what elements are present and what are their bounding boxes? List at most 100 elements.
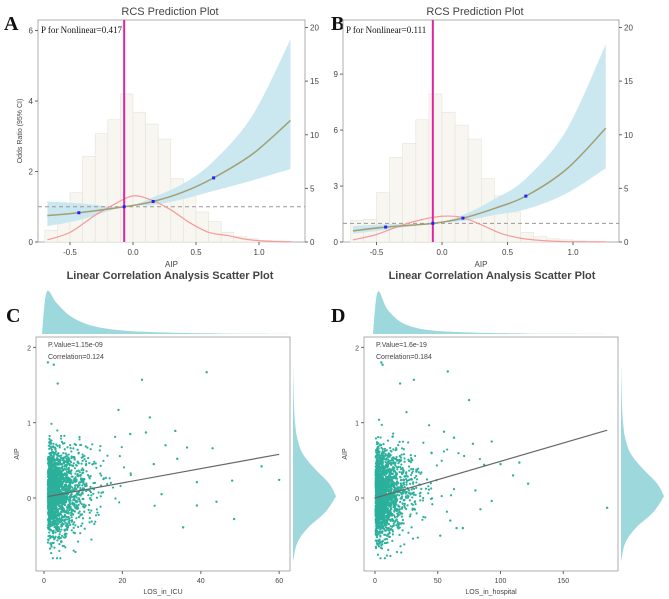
scatter-point [60, 486, 63, 489]
scatter-point [100, 474, 103, 477]
scatter-point [397, 462, 400, 465]
scatter-point [79, 486, 82, 490]
knot-point [77, 211, 81, 215]
scatter-point [399, 500, 402, 504]
scatter-point [148, 416, 152, 419]
scatter-point [385, 454, 389, 457]
scatter-point [56, 539, 59, 542]
scatter-point [377, 418, 381, 421]
scatter-point [387, 481, 390, 485]
scatter-point [375, 536, 378, 539]
scatter-point [118, 501, 121, 504]
y2-tick-label: 20 [310, 24, 319, 33]
scatter-point [90, 538, 93, 541]
scatter-point [48, 441, 51, 444]
x-tick-label: 1.0 [253, 248, 265, 257]
scatter-point [56, 483, 60, 486]
scatter-point [396, 498, 399, 501]
scatter-point [70, 450, 73, 453]
scatter-point [391, 435, 394, 438]
scatter-point [51, 485, 55, 489]
scatter-point [176, 457, 179, 461]
scatter-point [64, 452, 67, 455]
scatter-point [79, 473, 82, 477]
scatter-point [397, 465, 400, 469]
scatter-point [395, 455, 398, 459]
scatter-point [64, 546, 67, 549]
scatter-point [48, 514, 51, 518]
scatter-point [397, 488, 400, 491]
scatter-point [381, 363, 384, 366]
scatter-point [374, 532, 377, 536]
scatter-point [463, 454, 466, 458]
scatter-point [65, 515, 68, 519]
scatter-point [401, 502, 404, 505]
scatter-point [410, 478, 413, 481]
scatter-point [57, 514, 60, 517]
scatter-point [52, 452, 56, 455]
scatter-point [152, 462, 155, 466]
scatter-point [384, 471, 388, 474]
scatter-point [413, 508, 417, 511]
scatter-point [412, 378, 416, 381]
scatter-point [401, 486, 405, 489]
x-tick-label: 60 [275, 578, 283, 585]
histogram-bar [120, 93, 134, 243]
scatter-point [72, 549, 75, 552]
scatter-point [381, 510, 384, 514]
scatter-point [407, 441, 410, 444]
scatter-point [50, 422, 53, 425]
scatter-point [80, 492, 83, 496]
scatter-point [376, 499, 379, 502]
scatter-point [376, 543, 379, 546]
scatter-point [108, 477, 111, 480]
knot-point [524, 194, 528, 198]
scatter-point [381, 480, 384, 484]
scatter-point [65, 497, 69, 500]
chart-title: Linear Correlation Analysis Scatter Plot [389, 270, 596, 282]
scatter-point [97, 513, 100, 516]
scatter-point [396, 508, 399, 511]
scatter-point [386, 534, 389, 537]
scatter-point [62, 452, 65, 455]
scatter-point [61, 483, 64, 486]
scatter-point [388, 518, 391, 521]
scatter-point [88, 517, 91, 520]
histogram-bar [220, 232, 235, 243]
scatter-point [401, 529, 404, 532]
scatter-point [412, 493, 416, 496]
scatter-point [405, 478, 408, 481]
scatter-point [63, 513, 66, 516]
scatter-point [49, 542, 52, 545]
scatter-point [69, 461, 73, 464]
scatter-point [64, 464, 67, 467]
scatter-point [47, 511, 50, 515]
scatter-point [389, 527, 393, 531]
scatter-point [66, 488, 69, 491]
x-tick-label: 0.5 [190, 248, 202, 257]
scatter-point [70, 529, 73, 532]
scatter-point [402, 499, 405, 502]
scatter-point [384, 480, 388, 483]
scatter-point [83, 510, 86, 513]
scatter-point [92, 492, 95, 495]
scatter-point [58, 498, 62, 502]
scatter-point [382, 443, 385, 446]
scatter-point [398, 470, 401, 474]
scatter-point [181, 526, 185, 529]
scatter-point [74, 486, 77, 489]
scatter-point [129, 473, 132, 477]
scatter-point [46, 541, 50, 544]
scatter-point [118, 454, 121, 458]
scatter-point [381, 470, 384, 473]
scatter-point [65, 468, 68, 471]
scatter-point [385, 475, 388, 478]
scatter-point [56, 497, 59, 500]
scatter-point [388, 497, 391, 500]
scatter-point [46, 504, 50, 508]
scatter-point [403, 490, 406, 493]
histogram-bar [454, 124, 469, 243]
scatter-point [384, 529, 387, 532]
scatter-point [388, 472, 391, 475]
scatter-point [49, 524, 53, 527]
